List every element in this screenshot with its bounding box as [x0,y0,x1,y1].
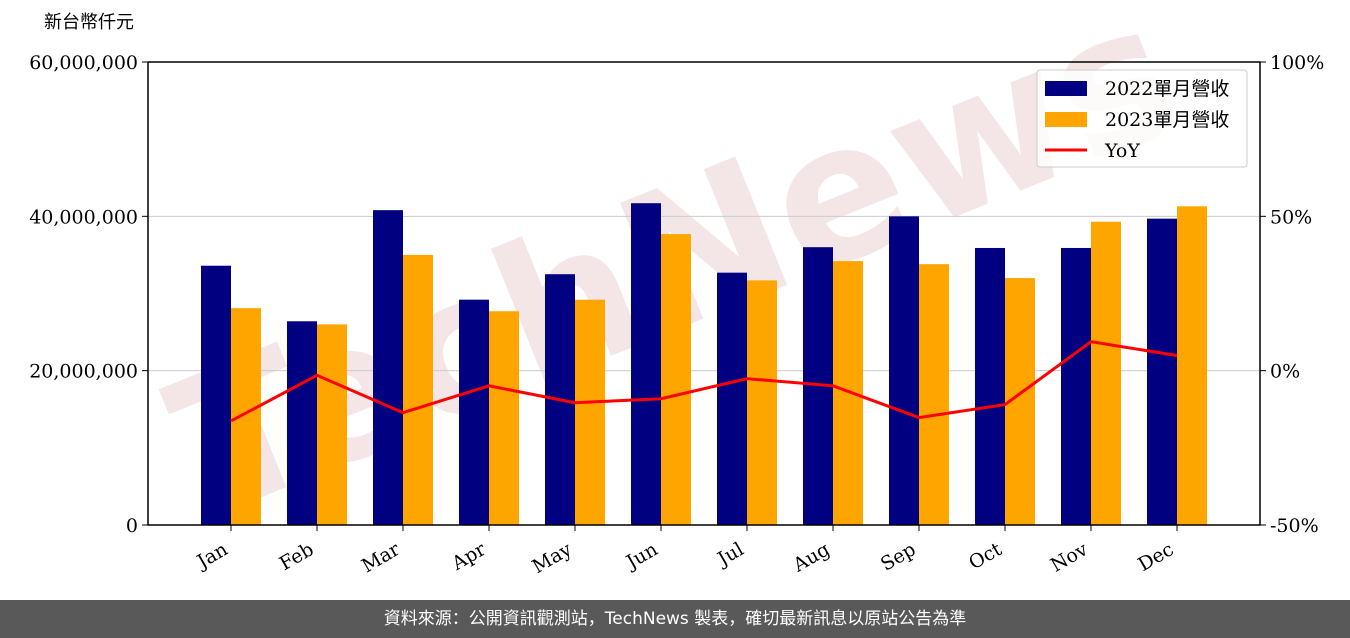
y-tick-label: 0 [126,515,138,537]
bar [661,234,691,525]
x-tick-label: Aug [789,538,834,577]
chart: TechNews 新台幣仟元 020,000,00040,000,00060,0… [29,0,1324,578]
legend-label: 2023單月營收 [1105,109,1229,131]
bar [459,299,489,525]
y-axis-label: 新台幣仟元 [44,12,134,33]
bar [919,264,949,525]
bar [717,272,747,525]
y2-tick-label: 100% [1270,52,1324,74]
axes-frame [147,61,1261,526]
y-tick-label: 40,000,000 [29,206,138,228]
x-tick-label: Apr [447,538,490,575]
bar [201,265,231,525]
y2-tick-label: -50% [1270,515,1319,537]
bar [1061,247,1091,525]
footer: 資料來源：公開資訊觀測站，TechNews 製表，確切最新訊息以原站公告為準 [0,600,1350,638]
x-tick-label: Mar [358,538,404,577]
bar [317,324,347,525]
bar [489,311,519,525]
y-tick-label: 20,000,000 [29,361,138,383]
bar [975,247,1005,525]
bar [287,321,317,525]
bar [373,210,403,525]
yoy-line [230,340,1178,423]
x-tick-label: Jul [712,538,747,571]
legend-label: 2022單月營收 [1105,78,1229,100]
legend-label: YoY [1104,140,1140,162]
legend-swatch [1045,81,1087,96]
legend-box [1036,69,1248,168]
bar [1147,218,1177,526]
bar [403,254,433,525]
x-tick-label: Dec [1134,538,1177,576]
bar [747,280,777,525]
x-tick-label: Sep [877,538,920,575]
x-tick-label: Feb [276,538,318,575]
bar [631,203,661,525]
y2-tick-label: 50% [1270,206,1312,228]
bar [889,216,919,526]
x-tick-label: Nov [1047,538,1092,577]
x-tick-label: Oct [965,538,1006,574]
bar [1091,221,1121,526]
bar [231,308,261,525]
bar [833,261,863,525]
x-tick-label: May [529,538,576,578]
x-tick-label: Jun [621,538,662,574]
y-tick-label: 60,000,000 [29,52,138,74]
bar [1177,206,1207,525]
legend-swatch [1045,112,1087,127]
bar [575,299,605,525]
y2-tick-label: 0% [1270,361,1300,383]
